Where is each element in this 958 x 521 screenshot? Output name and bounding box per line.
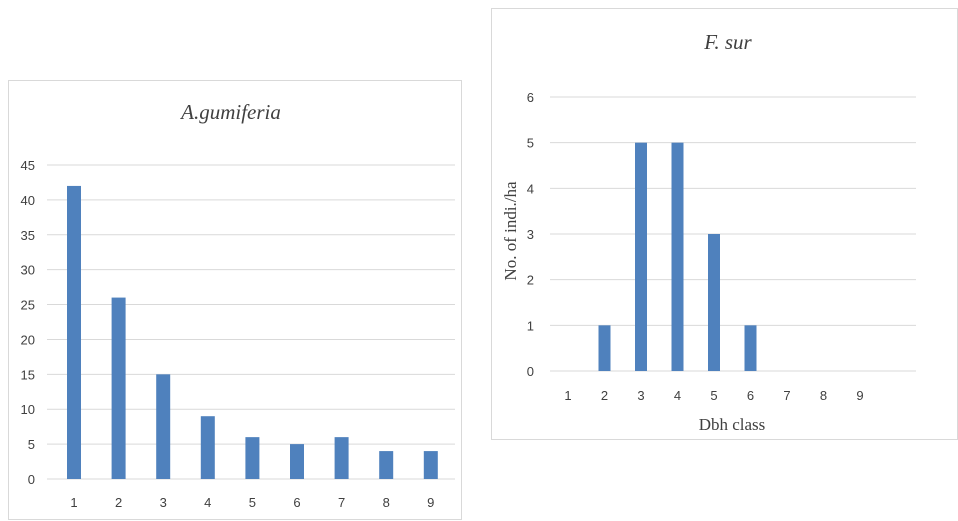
x-tick-label: 7	[783, 388, 790, 403]
y-tick-label: 20	[21, 332, 35, 347]
y-tick-label: 15	[21, 367, 35, 382]
x-tick-label: 9	[427, 495, 434, 510]
y-tick-label: 30	[21, 263, 35, 278]
x-tick-label: 6	[293, 495, 300, 510]
bar-1	[67, 185, 81, 479]
x-tick-label: 8	[383, 495, 390, 510]
y-tick-label: 25	[21, 298, 35, 313]
bar-9	[423, 451, 438, 479]
bar-5	[245, 437, 260, 479]
x-tick-label: 1	[564, 388, 571, 403]
x-tick-label: 3	[160, 495, 167, 510]
y-tick-label: 6	[527, 90, 534, 105]
bar-7	[334, 437, 349, 479]
y-tick-label: 5	[28, 437, 35, 452]
y-tick-label: 35	[21, 228, 35, 243]
bar-2	[598, 325, 611, 371]
x-tick-label: 1	[70, 495, 77, 510]
y-tick-label: 10	[21, 402, 35, 417]
chart-f-sur: F. sur Dbh class No. of indi./ha 0 1 2 3 4 5 6…	[501, 30, 916, 434]
chart-title: F. sur	[703, 30, 752, 54]
x-tick-label: 2	[115, 495, 122, 510]
bar-6	[290, 444, 304, 479]
y-tick-label: 2	[527, 273, 534, 288]
bar-5	[708, 234, 720, 371]
x-tick-label: 4	[204, 495, 211, 510]
x-tick-label: 7	[338, 495, 345, 510]
y-axis-label: No. of indi./ha	[501, 181, 520, 281]
x-tick-label: 5	[249, 495, 256, 510]
y-tick-label: 3	[527, 227, 534, 242]
y-tick-label: 45	[21, 158, 35, 173]
chart-panel-f-sur: F. sur Dbh class No. of indi./ha 0 1 2 3 4 5 6…	[491, 8, 958, 440]
y-tick-label: 0	[527, 364, 534, 379]
x-tick-label: 9	[856, 388, 863, 403]
chart-panel-a-gumiferia: A.gumiferia 0 5 10 15 20 25 30 35 40 45 1 2 3 4 5 6 7 8 9	[8, 80, 462, 520]
bar-3	[635, 142, 647, 371]
y-tick-label: 0	[28, 472, 35, 487]
x-tick-label: 6	[747, 388, 754, 403]
y-tick-label: 4	[527, 181, 534, 196]
bar-8	[379, 451, 394, 479]
x-tick-label: 8	[820, 388, 827, 403]
chart-title: A.gumiferia	[179, 100, 281, 124]
x-tick-label: 3	[637, 388, 644, 403]
x-tick-label: 5	[710, 388, 717, 403]
bar-4	[671, 142, 684, 371]
y-tick-label: 40	[21, 193, 35, 208]
bar-6	[744, 325, 757, 371]
bar-4	[200, 416, 215, 479]
y-tick-label: 5	[527, 136, 534, 151]
x-tick-label: 2	[601, 388, 608, 403]
bar-3	[156, 374, 171, 479]
x-axis-label: Dbh class	[699, 415, 766, 434]
y-tick-label: 1	[527, 318, 534, 333]
bar-2	[111, 297, 126, 479]
x-tick-label: 4	[674, 388, 681, 403]
